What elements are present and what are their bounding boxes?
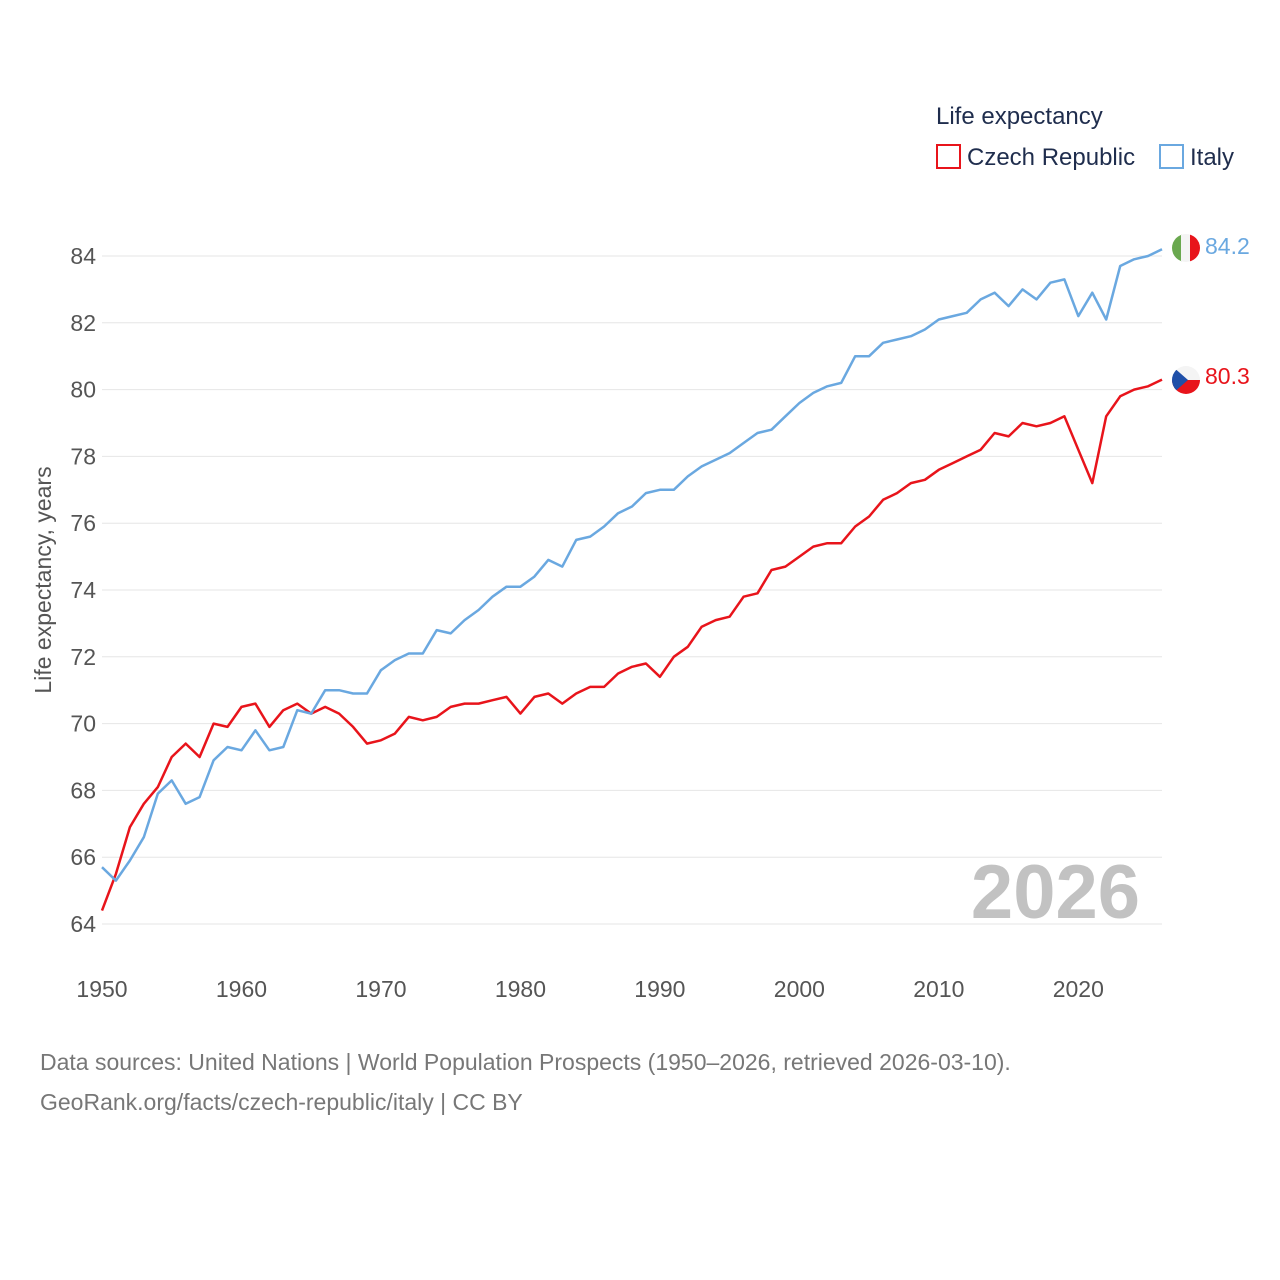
- legend-swatch-italy[interactable]: [1159, 144, 1184, 169]
- legend-title: Life expectancy: [936, 103, 1103, 130]
- x-tick-2000: 2000: [774, 976, 825, 1002]
- y-tick-72: 72: [70, 644, 96, 670]
- legend: Life expectancy Czech Republic Italy: [936, 103, 1234, 171]
- legend-label-czech-republic[interactable]: Czech Republic: [967, 144, 1135, 171]
- year-watermark: 2026: [971, 850, 1140, 935]
- x-tick-1980: 1980: [495, 976, 546, 1002]
- italy-flag-icon: [1172, 234, 1200, 262]
- data-sources: Data sources: United Nations | World Pop…: [40, 1049, 1011, 1075]
- y-tick-64: 64: [70, 911, 96, 937]
- x-tick-1970: 1970: [355, 976, 406, 1002]
- series-line-italy[interactable]: [101, 248, 1163, 882]
- end-value-czech-republic: 80.3: [1205, 363, 1250, 389]
- x-tick-1990: 1990: [634, 976, 685, 1002]
- grid-lines: [102, 255, 1162, 925]
- czech-flag-icon: [1172, 366, 1200, 394]
- y-tick-80: 80: [70, 377, 96, 403]
- y-tick-76: 76: [70, 510, 96, 536]
- end-value-italy: 84.2: [1205, 233, 1250, 259]
- y-axis-ticks: 64 66 68 70 72 74 76 78 80 82 84: [70, 243, 96, 937]
- y-tick-68: 68: [70, 777, 96, 803]
- x-axis-ticks: 1950 1960 1970 1980 1990 2000 2010 2020: [76, 976, 1103, 1002]
- series-lines: [100, 248, 1163, 912]
- footer: Data sources: United Nations | World Pop…: [40, 1042, 1011, 1122]
- credit-link[interactable]: GeoRank.org/facts/czech-republic/italy |…: [40, 1089, 523, 1115]
- x-tick-1950: 1950: [76, 976, 127, 1002]
- y-tick-70: 70: [70, 711, 96, 737]
- y-tick-66: 66: [70, 844, 96, 870]
- y-tick-82: 82: [70, 310, 96, 336]
- x-tick-1960: 1960: [216, 976, 267, 1002]
- legend-label-italy[interactable]: Italy: [1190, 144, 1234, 171]
- y-tick-74: 74: [70, 577, 96, 603]
- x-tick-2020: 2020: [1053, 976, 1104, 1002]
- series-line-czech-republic[interactable]: [100, 378, 1163, 912]
- y-axis-label: Life expectancy, years: [30, 466, 56, 693]
- y-tick-78: 78: [70, 443, 96, 469]
- y-tick-84: 84: [70, 243, 96, 269]
- legend-swatch-czech-republic[interactable]: [936, 144, 961, 169]
- x-tick-2010: 2010: [913, 976, 964, 1002]
